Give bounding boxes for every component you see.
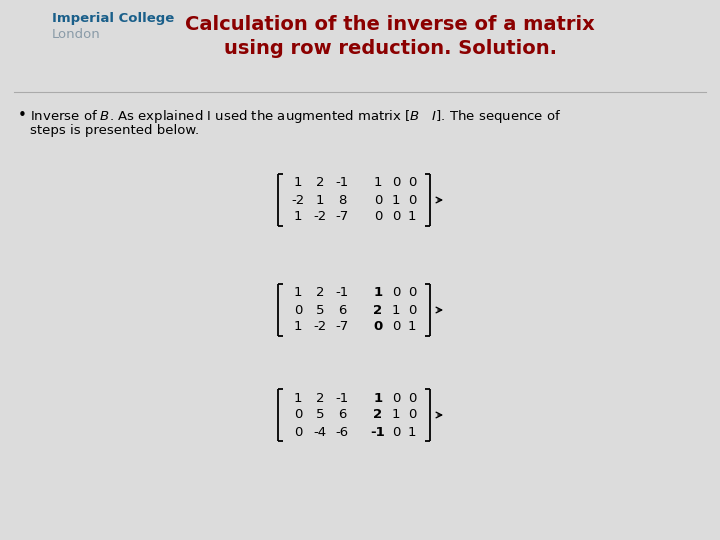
Text: 2: 2 (374, 408, 382, 422)
Text: -7: -7 (336, 321, 348, 334)
Text: 1: 1 (294, 287, 302, 300)
Text: 0: 0 (374, 321, 382, 334)
Text: 6: 6 (338, 303, 346, 316)
Text: 0: 0 (408, 303, 416, 316)
Text: 0: 0 (392, 177, 400, 190)
Text: -2: -2 (313, 321, 327, 334)
Text: 1: 1 (374, 287, 382, 300)
Text: 1: 1 (408, 426, 416, 438)
Text: •: • (18, 108, 27, 123)
Text: 1: 1 (374, 392, 382, 404)
Text: 0: 0 (392, 426, 400, 438)
Text: 2: 2 (316, 392, 324, 404)
Text: 1: 1 (408, 321, 416, 334)
Text: 0: 0 (408, 193, 416, 206)
Text: 1: 1 (392, 193, 400, 206)
Text: -1: -1 (336, 287, 348, 300)
Text: -2: -2 (313, 211, 327, 224)
Text: 0: 0 (374, 211, 382, 224)
Text: 0: 0 (408, 392, 416, 404)
Text: 0: 0 (408, 408, 416, 422)
Text: Imperial College: Imperial College (52, 12, 174, 25)
Text: 0: 0 (294, 303, 302, 316)
Text: -1: -1 (371, 426, 385, 438)
Text: 0: 0 (392, 287, 400, 300)
Text: 1: 1 (294, 392, 302, 404)
Text: Calculation of the inverse of a matrix
using row reduction. Solution.: Calculation of the inverse of a matrix u… (185, 15, 595, 58)
Text: 5: 5 (316, 303, 324, 316)
Text: 2: 2 (374, 303, 382, 316)
Text: 0: 0 (392, 392, 400, 404)
Text: 8: 8 (338, 193, 346, 206)
Text: 2: 2 (316, 177, 324, 190)
Text: 1: 1 (294, 177, 302, 190)
Text: 1: 1 (294, 321, 302, 334)
Text: -1: -1 (336, 177, 348, 190)
Text: -1: -1 (336, 392, 348, 404)
Text: 1: 1 (294, 211, 302, 224)
Text: -6: -6 (336, 426, 348, 438)
Text: -4: -4 (313, 426, 327, 438)
Text: -2: -2 (292, 193, 305, 206)
Text: Inverse of $B$. As explained I used the augmented matrix $[B\quad I]$. The seque: Inverse of $B$. As explained I used the … (30, 108, 562, 125)
Text: 0: 0 (294, 426, 302, 438)
Text: London: London (52, 28, 101, 41)
Text: 1: 1 (316, 193, 324, 206)
Text: 1: 1 (392, 303, 400, 316)
Text: 1: 1 (408, 211, 416, 224)
Text: 1: 1 (374, 177, 382, 190)
Text: 0: 0 (408, 177, 416, 190)
Text: 2: 2 (316, 287, 324, 300)
Text: 0: 0 (374, 193, 382, 206)
Text: 6: 6 (338, 408, 346, 422)
Text: 1: 1 (392, 408, 400, 422)
Text: 0: 0 (392, 211, 400, 224)
Text: -7: -7 (336, 211, 348, 224)
Text: 0: 0 (294, 408, 302, 422)
Text: 0: 0 (408, 287, 416, 300)
Text: 5: 5 (316, 408, 324, 422)
Text: 0: 0 (392, 321, 400, 334)
Text: steps is presented below.: steps is presented below. (30, 124, 199, 137)
